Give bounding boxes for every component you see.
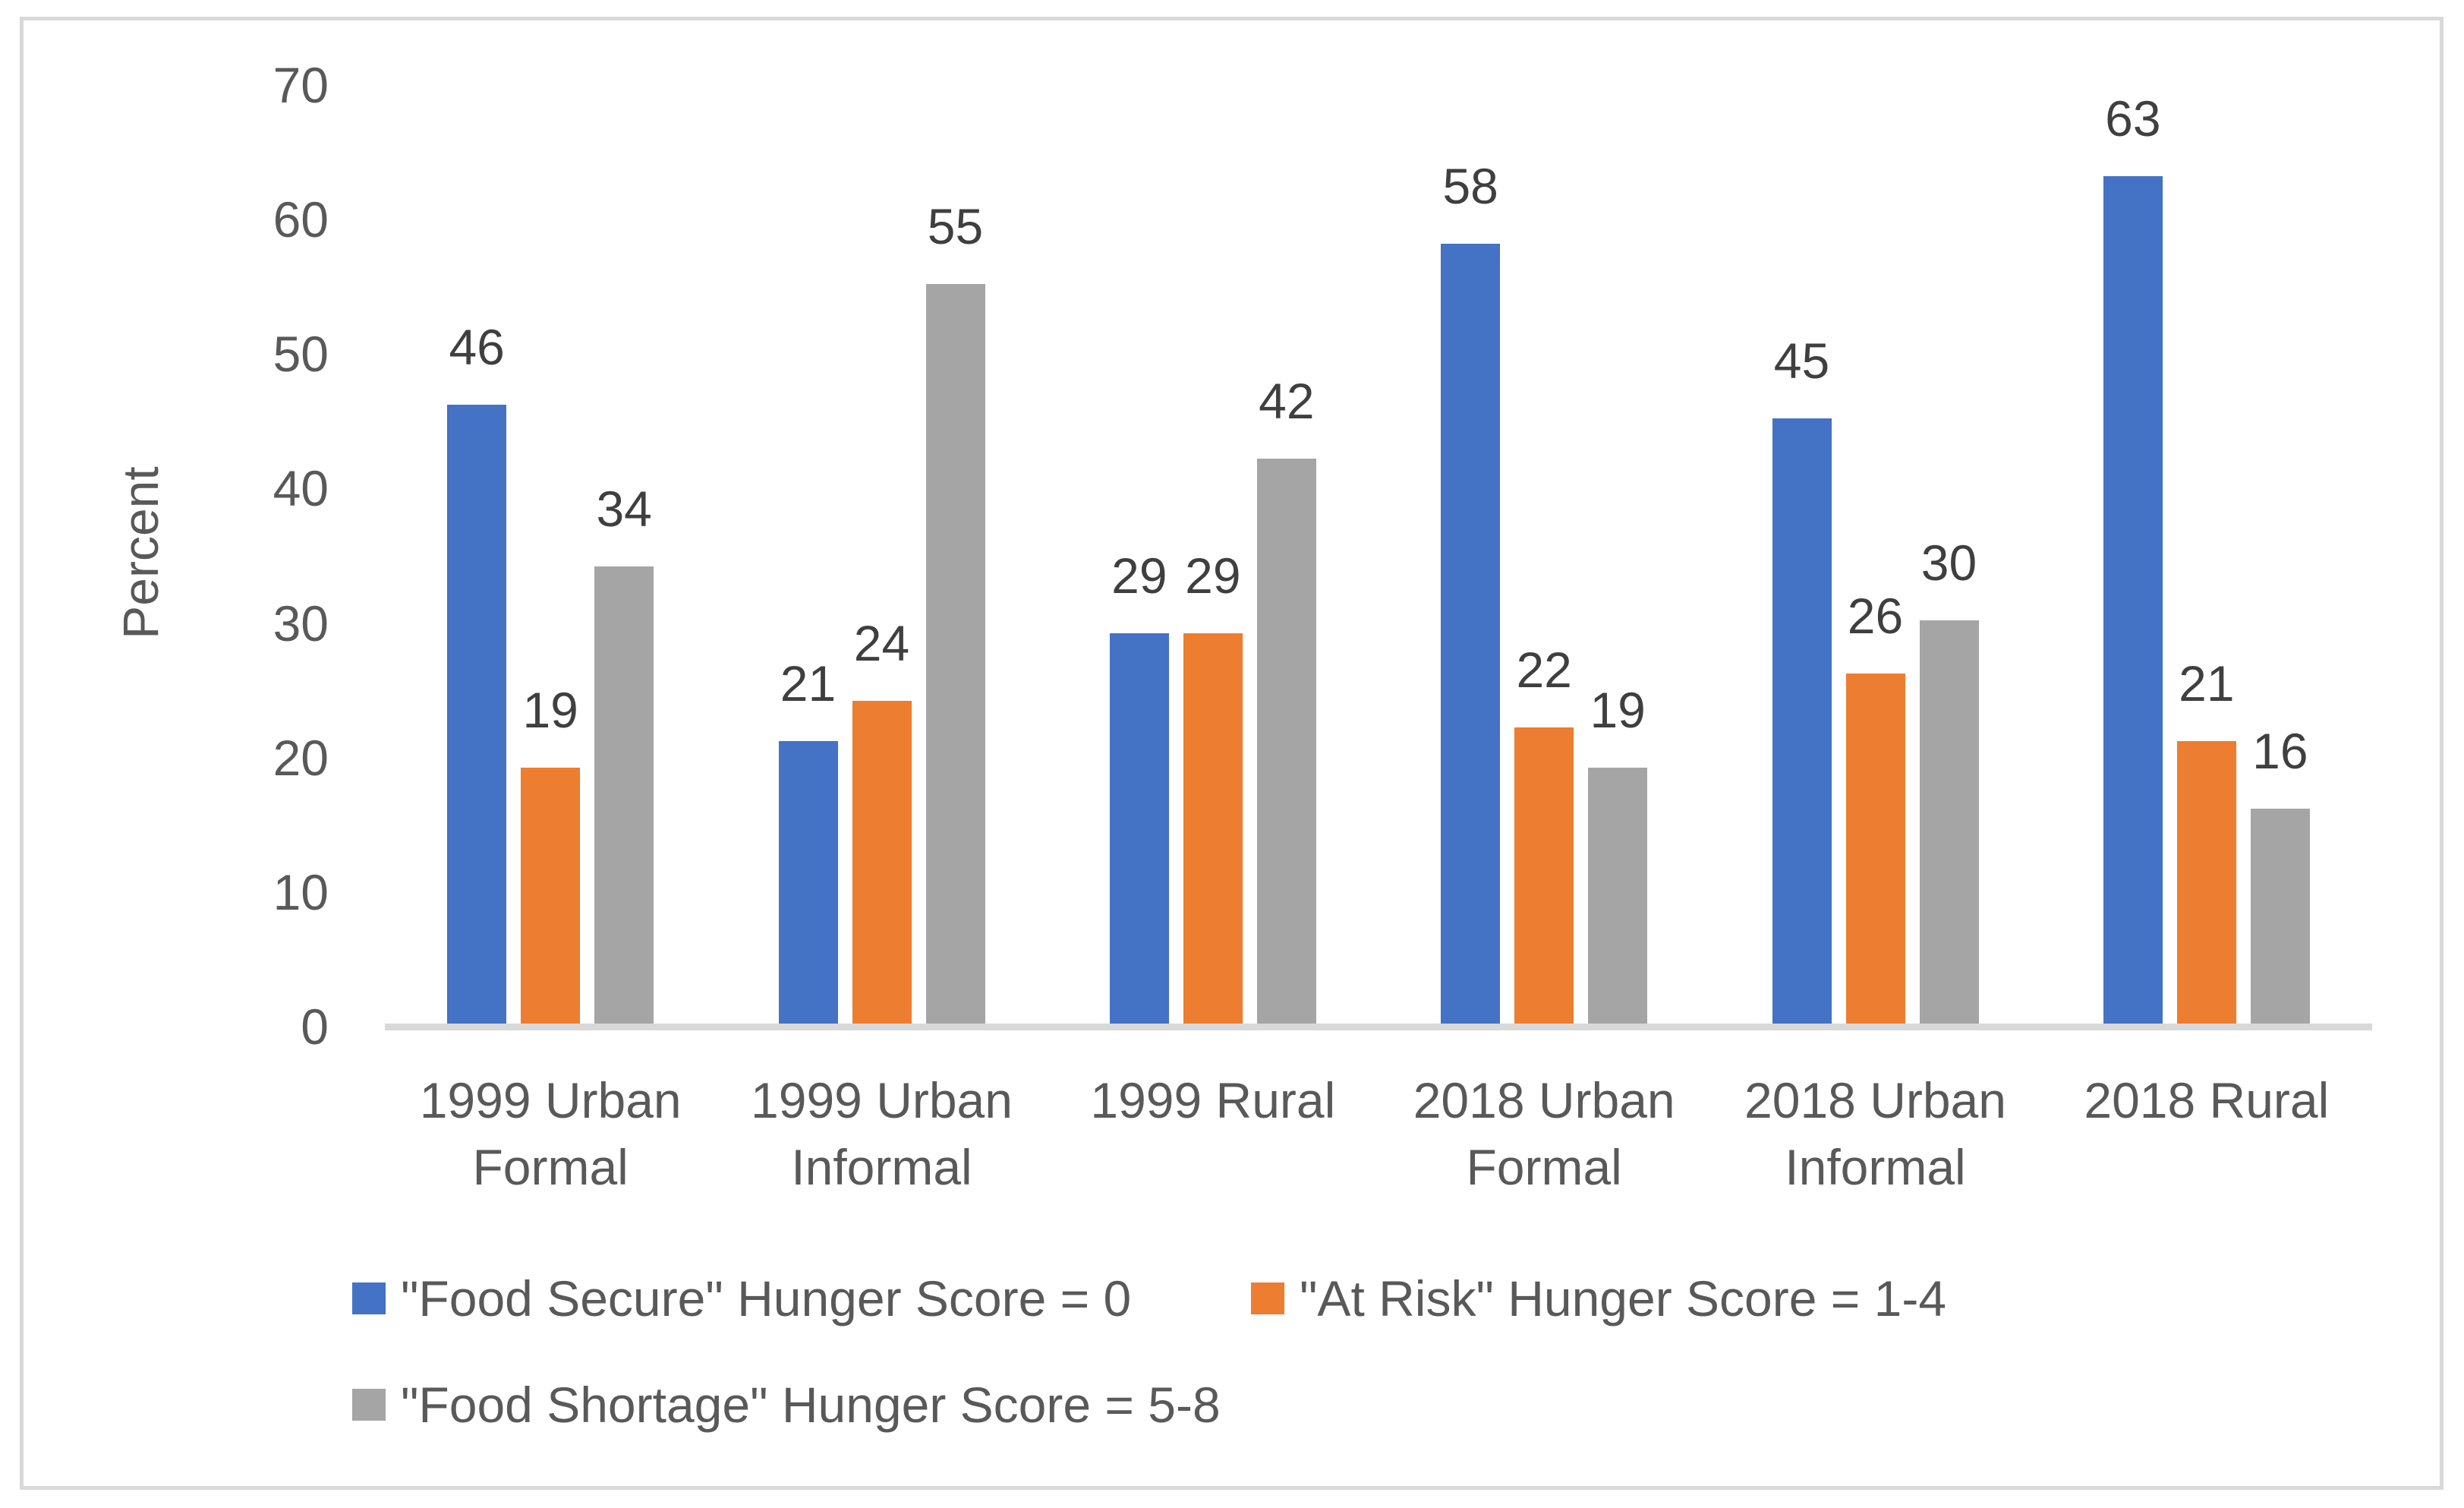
value-label: 19 bbox=[522, 682, 578, 739]
bar-series-1-cat-6 bbox=[2103, 176, 2163, 1024]
bar-series-3-cat-5 bbox=[1919, 620, 1979, 1024]
chart-border bbox=[20, 17, 2444, 1490]
y-tick-label: 40 bbox=[273, 460, 329, 517]
y-tick-label: 60 bbox=[273, 191, 329, 248]
bar-series-1-cat-4 bbox=[1441, 243, 1501, 1024]
value-label: 45 bbox=[1773, 332, 1830, 389]
y-tick-label: 30 bbox=[273, 595, 329, 651]
y-tick-label: 70 bbox=[273, 57, 329, 114]
bar-series-2-cat-5 bbox=[1845, 674, 1905, 1024]
legend-label: "Food Secure" Hunger Score = 0 bbox=[401, 1270, 1132, 1327]
value-label: 19 bbox=[1590, 682, 1646, 739]
value-label: 16 bbox=[2252, 722, 2308, 779]
legend-label: "At Risk" Hunger Score = 1-4 bbox=[1300, 1270, 1947, 1327]
value-label: 34 bbox=[596, 480, 652, 537]
bar-series-2-cat-1 bbox=[521, 768, 581, 1024]
category-label: 1999 Urban Formal bbox=[419, 1072, 682, 1195]
y-tick-label: 0 bbox=[301, 998, 329, 1055]
value-label: 55 bbox=[927, 197, 984, 254]
value-label: 21 bbox=[2179, 655, 2235, 711]
bar-series-2-cat-3 bbox=[1183, 633, 1243, 1024]
value-label: 30 bbox=[1920, 534, 1977, 591]
category-label: 2018 Urban Formal bbox=[1413, 1072, 1675, 1195]
bar-series-1-cat-5 bbox=[1772, 418, 1832, 1024]
bar-series-1-cat-3 bbox=[1109, 633, 1169, 1024]
value-label: 22 bbox=[1516, 642, 1572, 699]
bar-series-3-cat-2 bbox=[925, 283, 985, 1024]
category-label: 2018 Urban Informal bbox=[1744, 1072, 2006, 1195]
value-label: 29 bbox=[1111, 547, 1167, 604]
bar-series-2-cat-2 bbox=[852, 700, 912, 1024]
legend-item: "At Risk" Hunger Score = 1-4 bbox=[1251, 1270, 1946, 1327]
value-label: 58 bbox=[1442, 157, 1498, 214]
value-label: 24 bbox=[853, 614, 910, 671]
bar-series-3-cat-4 bbox=[1588, 768, 1648, 1024]
category-label: 1999 Rural bbox=[1090, 1072, 1336, 1128]
value-label: 63 bbox=[2105, 90, 2161, 147]
legend-item: "Food Shortage" Hunger Score = 5-8 bbox=[352, 1376, 1221, 1434]
bar-series-3-cat-3 bbox=[1256, 459, 1316, 1024]
bar-series-3-cat-6 bbox=[2250, 808, 2310, 1024]
category-label: 1999 Urban Informal bbox=[751, 1072, 1013, 1195]
y-tick-label: 10 bbox=[273, 863, 329, 920]
bar-series-3-cat-1 bbox=[594, 566, 654, 1024]
bar-series-2-cat-6 bbox=[2176, 741, 2236, 1024]
bar-series-2-cat-4 bbox=[1514, 727, 1574, 1024]
legend-swatch-icon bbox=[1251, 1282, 1284, 1314]
y-tick-label: 20 bbox=[273, 729, 329, 786]
bar-series-1-cat-2 bbox=[778, 741, 838, 1024]
legend-swatch-icon bbox=[352, 1389, 386, 1421]
bar-series-1-cat-1 bbox=[447, 405, 507, 1024]
category-label: 2018 Rural bbox=[2084, 1072, 2330, 1128]
x-axis-line bbox=[385, 1024, 2372, 1030]
legend-item: "Food Secure" Hunger Score = 0 bbox=[352, 1270, 1131, 1327]
y-axis-title: Percent bbox=[112, 466, 169, 639]
legend-swatch-icon bbox=[352, 1282, 386, 1314]
value-label: 21 bbox=[780, 655, 837, 711]
value-label: 46 bbox=[449, 319, 505, 376]
value-label: 26 bbox=[1847, 588, 1904, 645]
value-label: 42 bbox=[1259, 373, 1315, 429]
legend-label: "Food Shortage" Hunger Score = 5-8 bbox=[401, 1377, 1221, 1433]
value-label: 29 bbox=[1185, 547, 1241, 604]
y-tick-label: 50 bbox=[273, 326, 329, 383]
